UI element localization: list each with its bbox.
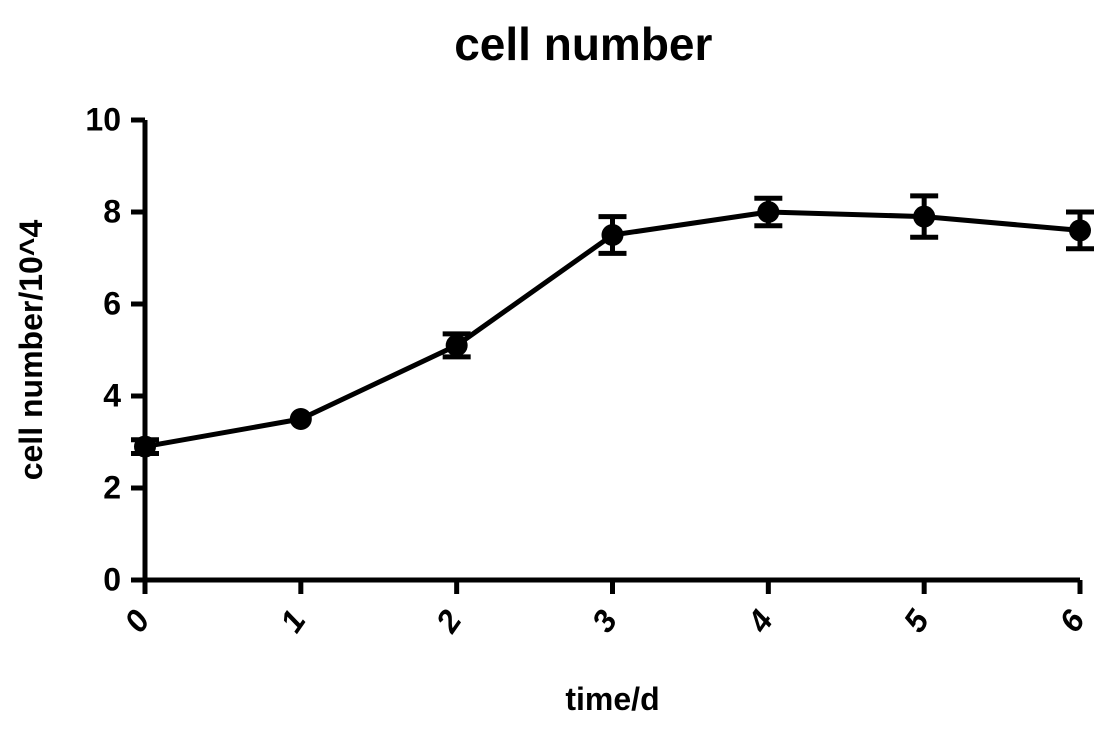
x-axis-label: time/d xyxy=(565,681,659,717)
y-tick-label: 2 xyxy=(103,469,121,505)
data-marker xyxy=(446,334,468,356)
chart-title: cell number xyxy=(454,18,712,70)
data-marker xyxy=(290,408,312,430)
data-marker xyxy=(602,224,624,246)
y-tick-label: 6 xyxy=(103,285,121,321)
y-tick-label: 10 xyxy=(85,101,121,137)
data-marker xyxy=(134,436,156,458)
data-marker xyxy=(913,206,935,228)
y-tick-label: 0 xyxy=(103,561,121,597)
y-tick-label: 8 xyxy=(103,193,121,229)
cell-number-chart: cell number02468100123456cell number/10^… xyxy=(0,0,1116,752)
y-tick-label: 4 xyxy=(103,377,121,413)
chart-container: cell number02468100123456cell number/10^… xyxy=(0,0,1116,752)
y-axis-label: cell number/10^4 xyxy=(13,220,49,481)
data-marker xyxy=(1069,219,1091,241)
data-marker xyxy=(757,201,779,223)
